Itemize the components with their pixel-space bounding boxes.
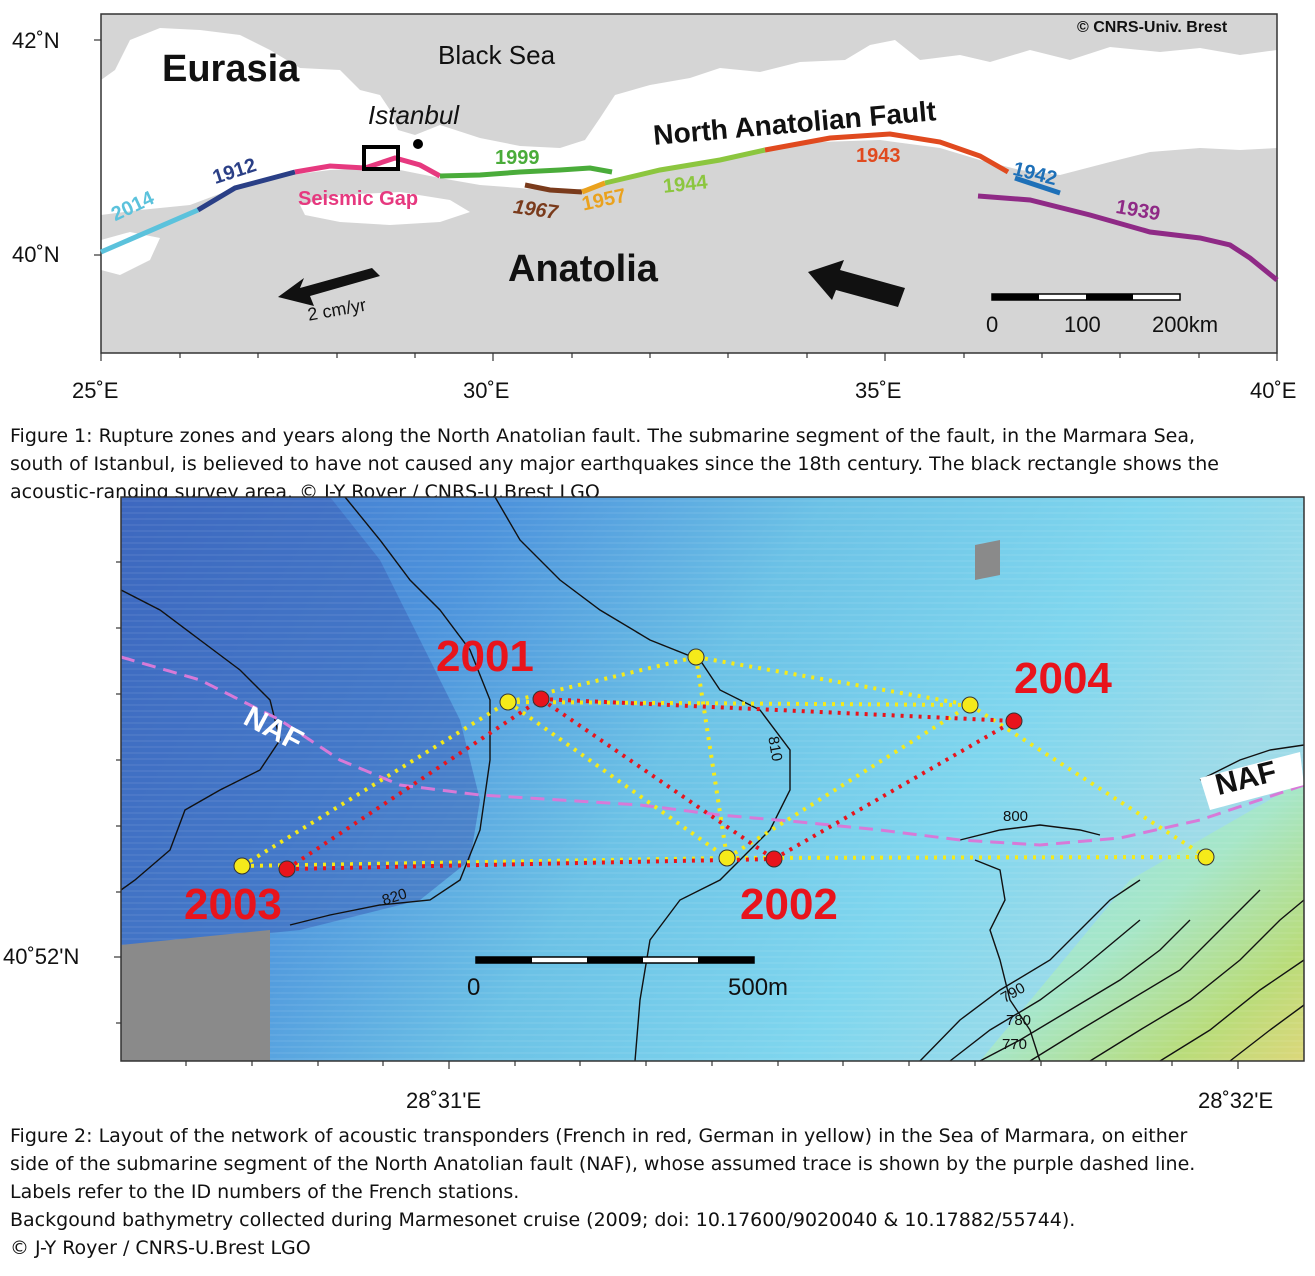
seismic-gap-label: Seismic Gap: [298, 188, 419, 210]
rupture-1939: [977, 193, 1279, 282]
rupture-1967: [524, 182, 583, 195]
caption-line: Labels refer to the ID numbers of the Fr…: [10, 1181, 520, 1203]
contour-label-800: 800: [1003, 808, 1029, 825]
station-label-2002: 2002: [740, 880, 838, 929]
caption-line: Figure 2: Layout of the network of acous…: [10, 1125, 1188, 1147]
station-label-2003: 2003: [184, 880, 282, 929]
caption-line: side of the submarine segment of the Nor…: [10, 1153, 1196, 1175]
rupture-1999: [439, 165, 613, 179]
scale1-tick-100: 100: [1064, 312, 1101, 337]
year-1999-label: 1999: [495, 147, 540, 169]
scale-bar-1-seg: [992, 294, 1039, 300]
rupture-1944: [604, 147, 766, 186]
anatolia-label: Anatolia: [508, 248, 658, 290]
caption-line: south of Istanbul, is believed to have n…: [10, 453, 1219, 475]
motion-arrow-west: [278, 268, 380, 306]
figure-1-caption: Figure 1: Rupture zones and years along …: [10, 422, 1219, 506]
year-1944-label: 1944: [662, 171, 709, 198]
lon-label-35e: 35˚E: [855, 378, 902, 403]
scale1-tick-200: 200km: [1152, 312, 1219, 337]
lon-label-40e: 40˚E: [1250, 378, 1297, 403]
eurasia-label: Eurasia: [162, 48, 300, 90]
map1-frame: [100, 13, 1278, 354]
rupture-seismic-gap: [294, 155, 442, 179]
figure-2-caption: Figure 2: Layout of the network of acous…: [10, 1122, 1195, 1262]
caption-line: Backgound bathymetry collected during Ma…: [10, 1209, 1076, 1231]
caption-line: acoustic-ranging survey area. © J-Y Roye…: [10, 481, 600, 503]
contour-label-770: 770: [1002, 1036, 1028, 1053]
rupture-2014: [100, 207, 199, 255]
lat-label-40n: 40˚N: [12, 242, 60, 267]
aegean-sea: [101, 232, 160, 275]
station-label-2004: 2004: [1014, 654, 1112, 703]
survey-area-rectangle: [362, 145, 400, 171]
motion-arrow-east: [808, 260, 905, 307]
station-label-2001: 2001: [436, 632, 534, 681]
rupture-1912: [196, 169, 296, 213]
lat-label-40-52n: 40˚52'N: [3, 944, 80, 969]
lon-label-30e: 30˚E: [463, 378, 510, 403]
caption-line: © J-Y Royer / CNRS-U.Brest LGO: [10, 1237, 311, 1259]
copyright-label: © CNRS-Univ. Brest: [1077, 19, 1228, 36]
istanbul-dot: [413, 139, 423, 149]
rupture-1943: [764, 131, 1010, 175]
contour-label-780: 780: [1006, 1012, 1032, 1029]
lon-label-25e: 25˚E: [72, 378, 119, 403]
rupture-1957: [581, 180, 606, 195]
map1-ticks: [94, 39, 1278, 361]
lat-label-42n: 42˚N: [12, 28, 60, 53]
lon-label-28-31e: 28˚31'E: [406, 1088, 482, 1113]
istanbul-label: Istanbul: [368, 100, 460, 130]
scale-bar-1-seg: [1086, 294, 1133, 300]
black-sea-label: Black Sea: [438, 40, 556, 70]
marmara-sea: [300, 192, 470, 225]
rupture-1942: [1014, 175, 1061, 196]
lon-label-28-32e: 28˚32'E: [1198, 1088, 1274, 1113]
scale2-tick-0: 0: [467, 974, 481, 1001]
caption-line: Figure 1: Rupture zones and years along …: [10, 425, 1196, 447]
year-1943-label: 1943: [856, 145, 901, 167]
scale1-tick-0: 0: [986, 312, 999, 337]
scale2-tick-500m: 500m: [728, 974, 789, 1001]
eurasia-landmass: [101, 14, 1277, 148]
